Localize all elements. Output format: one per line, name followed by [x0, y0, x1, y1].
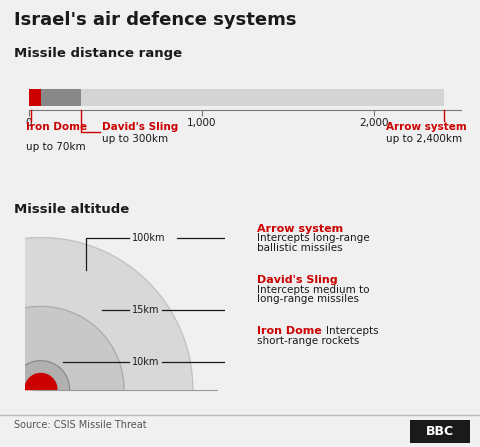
Text: Source: CSIS Missile Threat: Source: CSIS Missile Threat: [14, 420, 147, 430]
Text: David's Sling: David's Sling: [257, 275, 337, 285]
Text: Intercepts medium to: Intercepts medium to: [257, 285, 369, 295]
Text: 100km: 100km: [132, 232, 166, 243]
Text: Israel's air defence systems: Israel's air defence systems: [14, 11, 297, 29]
Text: Intercepts: Intercepts: [326, 326, 379, 336]
Text: Missile distance range: Missile distance range: [14, 47, 182, 60]
Bar: [29, 89, 444, 106]
Polygon shape: [0, 238, 193, 389]
Text: Arrow system: Arrow system: [386, 122, 467, 132]
Polygon shape: [25, 374, 57, 389]
Text: Iron Dome: Iron Dome: [26, 122, 87, 132]
Text: 15km: 15km: [132, 304, 159, 315]
Text: Iron Dome: Iron Dome: [257, 326, 322, 336]
Text: Arrow system: Arrow system: [257, 224, 343, 233]
Text: BBC: BBC: [426, 425, 455, 439]
Text: short-range rockets: short-range rockets: [257, 336, 359, 346]
Text: Intercepts long-range: Intercepts long-range: [257, 233, 370, 243]
Text: up to 2,400km: up to 2,400km: [386, 134, 462, 144]
Bar: [29, 89, 41, 106]
Bar: [29, 89, 81, 106]
Text: 10km: 10km: [132, 357, 159, 367]
Text: ballistic missiles: ballistic missiles: [257, 243, 342, 253]
Text: Missile altitude: Missile altitude: [14, 203, 130, 216]
Polygon shape: [0, 306, 124, 389]
Polygon shape: [12, 361, 70, 389]
Text: David's Sling: David's Sling: [102, 122, 179, 132]
Text: long-range missiles: long-range missiles: [257, 294, 359, 304]
Text: up to 300km: up to 300km: [102, 134, 168, 144]
Text: up to 70km: up to 70km: [26, 142, 86, 152]
